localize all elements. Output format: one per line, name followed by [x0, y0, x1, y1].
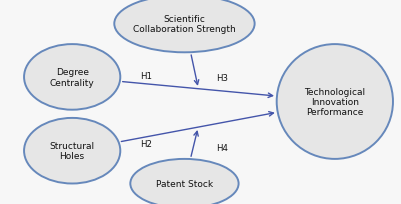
Text: H4: H4: [217, 143, 229, 152]
Ellipse shape: [24, 45, 120, 110]
Text: H3: H3: [217, 74, 229, 83]
Text: Structural
Holes: Structural Holes: [50, 141, 95, 161]
Text: H2: H2: [140, 139, 152, 148]
Text: Patent Stock: Patent Stock: [156, 179, 213, 188]
Text: H1: H1: [140, 72, 152, 81]
Ellipse shape: [130, 159, 239, 204]
Text: Degree
Centrality: Degree Centrality: [50, 68, 95, 87]
Ellipse shape: [114, 0, 255, 53]
Ellipse shape: [24, 118, 120, 184]
Text: Technological
Innovation
Performance: Technological Innovation Performance: [304, 87, 365, 117]
Ellipse shape: [277, 45, 393, 159]
Text: Scientific
Collaboration Strength: Scientific Collaboration Strength: [133, 15, 236, 34]
